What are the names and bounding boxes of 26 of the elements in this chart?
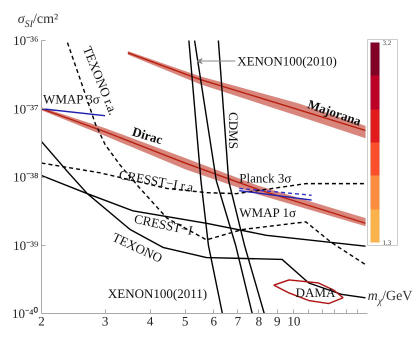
x-tick-label: 10 [287,314,300,328]
annotation: WMAP 3σ [43,91,100,106]
x-tick-label: 6 [210,314,218,328]
y-tick-label: 10⁻³⁶ [13,33,39,48]
annotation: DAMA [296,285,336,300]
annotation: XENON100(2010) [237,54,337,69]
x-tick-label: 3 [102,314,108,328]
annotation: CRESST−I r.a. [118,166,198,196]
y-tick-label: 10⁻⁴⁰ [12,306,39,321]
xlabel: m$_{χ}$/GeV [366,289,414,309]
x-tick-label: 5 [182,314,188,328]
annotation: Planck 3σ [239,170,292,186]
x-tick-label: 4 [146,314,154,328]
x-tick-label: 7 [234,314,242,328]
annotation: WMAP 1σ [239,205,296,220]
ylabel: σ$_{SI}$/cm² [16,12,60,32]
annotation: Dirac [130,124,165,148]
x-tick-label: 2 [38,314,45,328]
annotation: CDMS [226,112,241,149]
annotation: XENON100(2011) [108,286,208,301]
y-tick-label: 10⁻³⁷ [13,101,39,116]
y-tick-label: 10⁻³⁸ [13,170,39,184]
x-tick-label: 8 [256,314,262,328]
x-tick-label: 9 [274,314,281,328]
y-tick-label: 10⁻³⁹ [13,238,39,253]
annotation: CRESST−I [132,210,194,238]
